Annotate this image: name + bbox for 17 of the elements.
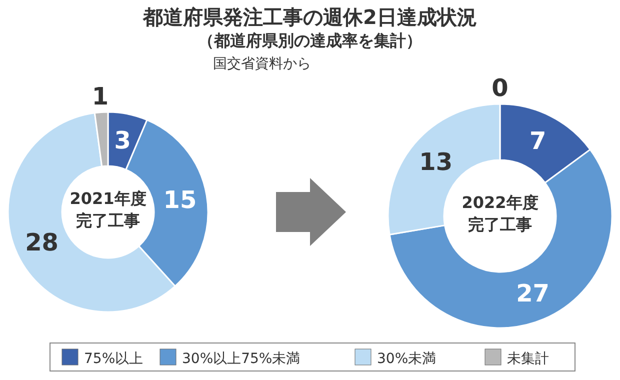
- text: 都道府県発注工事の週休2日達成状況: [142, 5, 477, 29]
- data-label: 27: [516, 279, 550, 308]
- data-label: 3: [114, 126, 131, 154]
- legend-label: 30%以上75%未満: [182, 351, 300, 367]
- text: （都道府県別の達成率を集計）: [198, 31, 422, 50]
- data-label: 13: [419, 148, 453, 176]
- data-label: 15: [163, 186, 197, 214]
- text: 2021年度完了工事: [68, 188, 148, 232]
- legend-label: 未集計: [507, 351, 549, 367]
- legend-label: 30%未満: [377, 351, 436, 367]
- data-label: 1: [92, 82, 109, 110]
- data-label: 7: [530, 127, 546, 156]
- text: 2022年度完了工事: [460, 192, 540, 236]
- data-label: 28: [25, 228, 58, 257]
- text: 国交省資料から: [213, 56, 311, 72]
- legend-label: 75%以上: [84, 351, 144, 367]
- text: 0: [492, 74, 508, 102]
